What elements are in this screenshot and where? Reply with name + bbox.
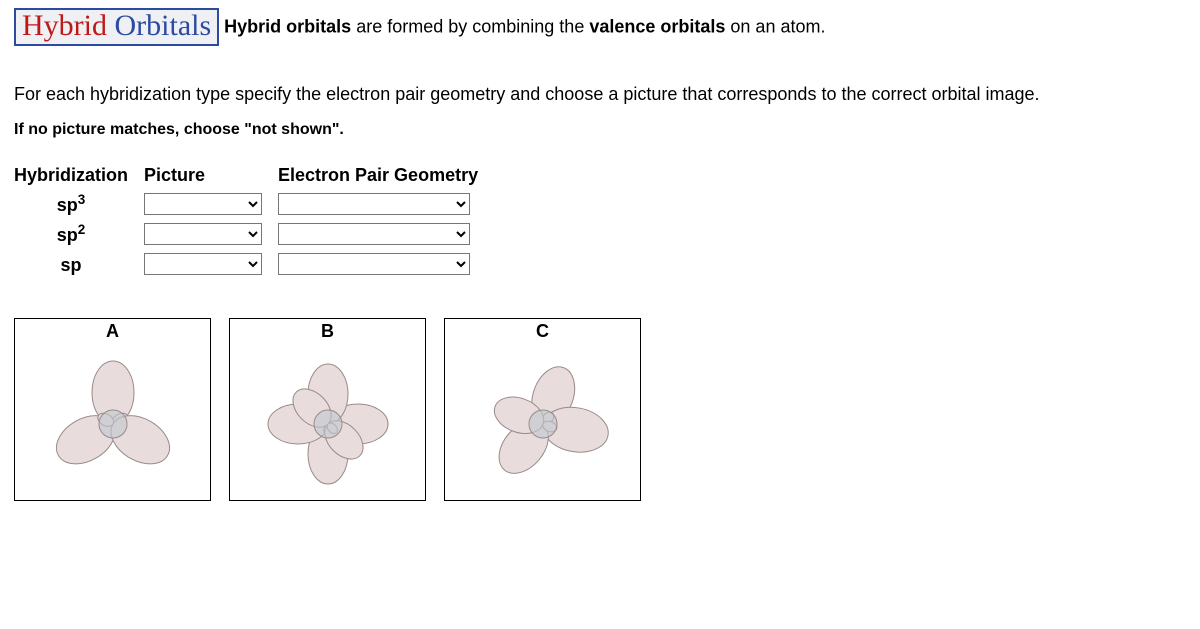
orbital-cell-c: C [444, 318, 641, 501]
orbital-svg-b [243, 344, 413, 494]
picture-select-sp2[interactable]: ABCnot shown [144, 223, 262, 245]
orbital-cell-a: A [14, 318, 211, 501]
intro-bold1: Hybrid orbitals [224, 16, 351, 36]
col-header-geometry: Electron Pair Geometry [278, 163, 494, 190]
orbital-cell-b: B [229, 318, 426, 501]
orbital-label-a: A [15, 321, 210, 342]
intro-text: Hybrid orbitals are formed by combining … [224, 16, 825, 36]
orbital-image-row: A B C [14, 318, 1186, 501]
table-row: sp3 ABCnot shown lineartrigonal planarte… [14, 190, 494, 220]
intro-tail: on an atom. [725, 16, 825, 36]
intro-paragraph: Hybrid Orbitals Hybrid orbitals are form… [14, 8, 1186, 46]
hyb-label-sp3: sp3 [14, 190, 144, 220]
title-badge: Hybrid Orbitals [14, 8, 219, 46]
hyb-label-sp2: sp2 [14, 220, 144, 250]
hyb-label-sp: sp [14, 250, 144, 280]
picture-select-sp[interactable]: ABCnot shown [144, 253, 262, 275]
picture-select-sp3[interactable]: ABCnot shown [144, 193, 262, 215]
table-row: sp2 ABCnot shown lineartrigonal planarte… [14, 220, 494, 250]
sub-instruction-text: If no picture matches, choose "not shown… [14, 121, 1186, 139]
badge-word1: Hybrid [22, 9, 107, 42]
orbital-label-c: C [445, 321, 640, 342]
geometry-select-sp3[interactable]: lineartrigonal planartetrahedraltrigonal… [278, 193, 470, 215]
intro-mid: are formed by combining the [351, 16, 589, 36]
orbital-label-b: B [230, 321, 425, 342]
col-header-picture: Picture [144, 163, 278, 190]
hybridization-table: Hybridization Picture Electron Pair Geom… [14, 163, 494, 280]
geometry-select-sp2[interactable]: lineartrigonal planartetrahedraltrigonal… [278, 223, 470, 245]
orbital-svg-a [28, 344, 198, 494]
intro-bold2: valence orbitals [589, 16, 725, 36]
orbital-svg-c [458, 344, 628, 494]
geometry-select-sp[interactable]: lineartrigonal planartetrahedraltrigonal… [278, 253, 470, 275]
instructions-text: For each hybridization type specify the … [14, 84, 1186, 105]
table-row: sp ABCnot shown lineartrigonal planartet… [14, 250, 494, 280]
badge-word2: Orbitals [115, 9, 212, 42]
col-header-hybridization: Hybridization [14, 163, 144, 190]
